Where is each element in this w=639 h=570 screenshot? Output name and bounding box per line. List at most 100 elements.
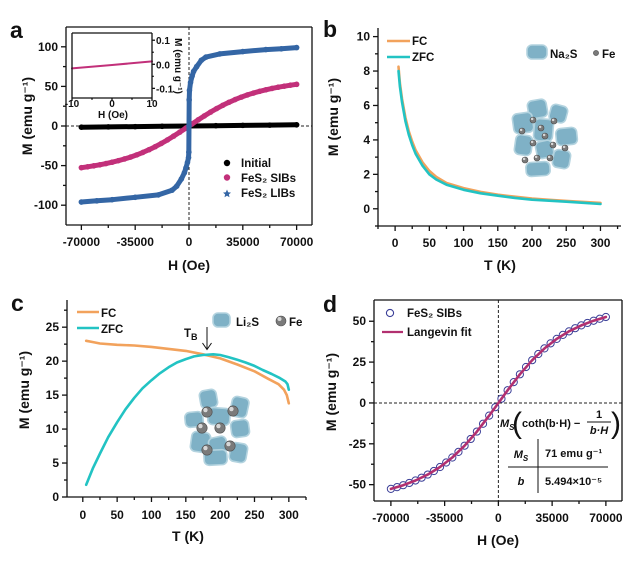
fe-particle-highlight	[530, 117, 534, 121]
fe-particle	[549, 141, 557, 149]
plot-area: 0 50 100 150 200 250 300 0 5 10 15 20 25	[46, 300, 307, 522]
y-tick-label: 50	[353, 314, 367, 328]
na2s-particle	[554, 126, 579, 147]
particle-cluster-illustration	[511, 98, 579, 178]
data-point	[195, 117, 202, 123]
fe-particle-body	[214, 422, 226, 434]
langevin-formula: MS ( coth(b·H) − 1 b·H )	[500, 407, 621, 440]
annotation-subscript: B	[191, 332, 198, 342]
legend-label-metal: Fe	[289, 317, 302, 329]
plot-area: -70000 -35000 0 35000 70000 -50 -25 0 25 50	[349, 299, 623, 525]
fe-particle	[537, 124, 545, 132]
series-1-line	[389, 315, 608, 491]
fe-particle-highlight	[551, 118, 555, 122]
data-point	[152, 143, 158, 150]
legend-label-initial: Initial	[241, 158, 271, 170]
fe-particle-body	[549, 141, 557, 149]
fe-particle-body	[196, 422, 208, 434]
fe-particle-highlight	[538, 125, 542, 129]
series-0-line	[71, 60, 153, 70]
data-point	[184, 159, 191, 166]
y-axis-title: M (emu g⁻¹)	[325, 78, 341, 156]
x-tick-label: 70000	[589, 511, 623, 525]
data-point	[146, 146, 152, 153]
data-point	[216, 51, 223, 57]
legend-marker-sibs	[385, 308, 395, 318]
data-point	[213, 122, 219, 129]
data-point	[266, 122, 273, 128]
data-point	[155, 192, 162, 198]
fe-particle-body	[533, 154, 541, 162]
fe-particle	[533, 154, 541, 162]
x-tick-label: 150	[488, 236, 508, 250]
y-axis-title: M (emu g⁻¹)	[16, 351, 32, 429]
formula-body: coth(b·H) −	[522, 418, 580, 430]
data-point	[127, 154, 134, 160]
illustration-legend: Li₂S Fe	[212, 312, 302, 329]
fit-parameter-table: MS 71 emu g⁻¹ b 5.494×10⁻⁵	[508, 439, 608, 493]
formula-prefix: MS	[500, 418, 515, 432]
x-tick-label: 10	[146, 99, 158, 110]
fe-particle	[201, 444, 213, 456]
legend-label-fit: Langevin fit	[407, 327, 472, 339]
x-tick-label: -35000	[426, 511, 464, 525]
x-tick-label: 50	[423, 236, 437, 250]
x-tick-label: 200	[522, 236, 542, 250]
x-tick-label: 50	[110, 508, 124, 522]
formula-close-paren: )	[611, 407, 621, 440]
y-tick-label: 4	[363, 133, 370, 147]
data-point	[293, 81, 300, 88]
data-point	[238, 94, 245, 100]
fe-particle-icon	[593, 50, 599, 56]
fe-particle-body	[550, 117, 558, 125]
panel-d: d -70000 -35000 0 35000 70000 -50 -25 0 25 50 M (…	[323, 291, 623, 548]
data-point	[198, 57, 205, 64]
inset-x-axis-title: H (Oe)	[98, 110, 128, 121]
fe-particle-highlight	[229, 406, 234, 412]
fe-particle	[196, 422, 208, 434]
legend-label-phase: Li₂S	[236, 317, 259, 329]
fe-particle-body	[541, 132, 549, 140]
data-point	[133, 152, 140, 158]
data-point	[173, 183, 180, 189]
x-tick-label: 0	[392, 236, 399, 250]
inset-y-axis-title: M (emu g⁻¹)	[172, 38, 183, 94]
fe-particle-highlight	[226, 441, 231, 447]
fe-particle-icon-highlight	[277, 317, 282, 321]
x-tick-label: 100	[454, 236, 474, 250]
na2s-particle	[525, 160, 551, 178]
legend: FC ZFC	[77, 308, 123, 336]
panel-label: a	[10, 17, 23, 43]
li2s-particle	[184, 410, 205, 429]
data-point	[186, 87, 193, 94]
fe-particle-body	[518, 127, 526, 135]
fe-particle-highlight	[203, 445, 208, 451]
data-point	[201, 113, 208, 119]
x-tick-label: 35000	[226, 235, 260, 249]
fe-particle-body	[561, 144, 569, 152]
legend-label-sibs: FeS₂ SIBs	[407, 308, 462, 320]
data-point	[275, 84, 281, 91]
data-point	[193, 63, 200, 70]
data-point	[185, 154, 192, 161]
fe-particle-highlight	[530, 140, 534, 144]
legend: FC ZFC	[387, 36, 434, 64]
y-tick-label: 5	[52, 456, 59, 470]
particle-cluster-illustration	[184, 388, 251, 467]
data-point	[158, 140, 165, 147]
data-point	[115, 157, 122, 164]
series-1-line	[397, 69, 602, 206]
blocking-temperature-annotation: TB	[184, 327, 212, 351]
data-point	[164, 137, 171, 143]
y-tick-label: 15	[46, 388, 60, 402]
param-symbol: M	[514, 449, 524, 461]
y-tick-label: 25	[46, 320, 60, 334]
fe-particle-highlight	[547, 155, 551, 159]
x-tick-label: 0	[79, 508, 86, 522]
fe-particle	[550, 117, 558, 125]
x-axis-title: H (Oe)	[168, 257, 210, 273]
na2s-particle	[526, 98, 549, 120]
annotation-label: TB	[184, 328, 198, 342]
